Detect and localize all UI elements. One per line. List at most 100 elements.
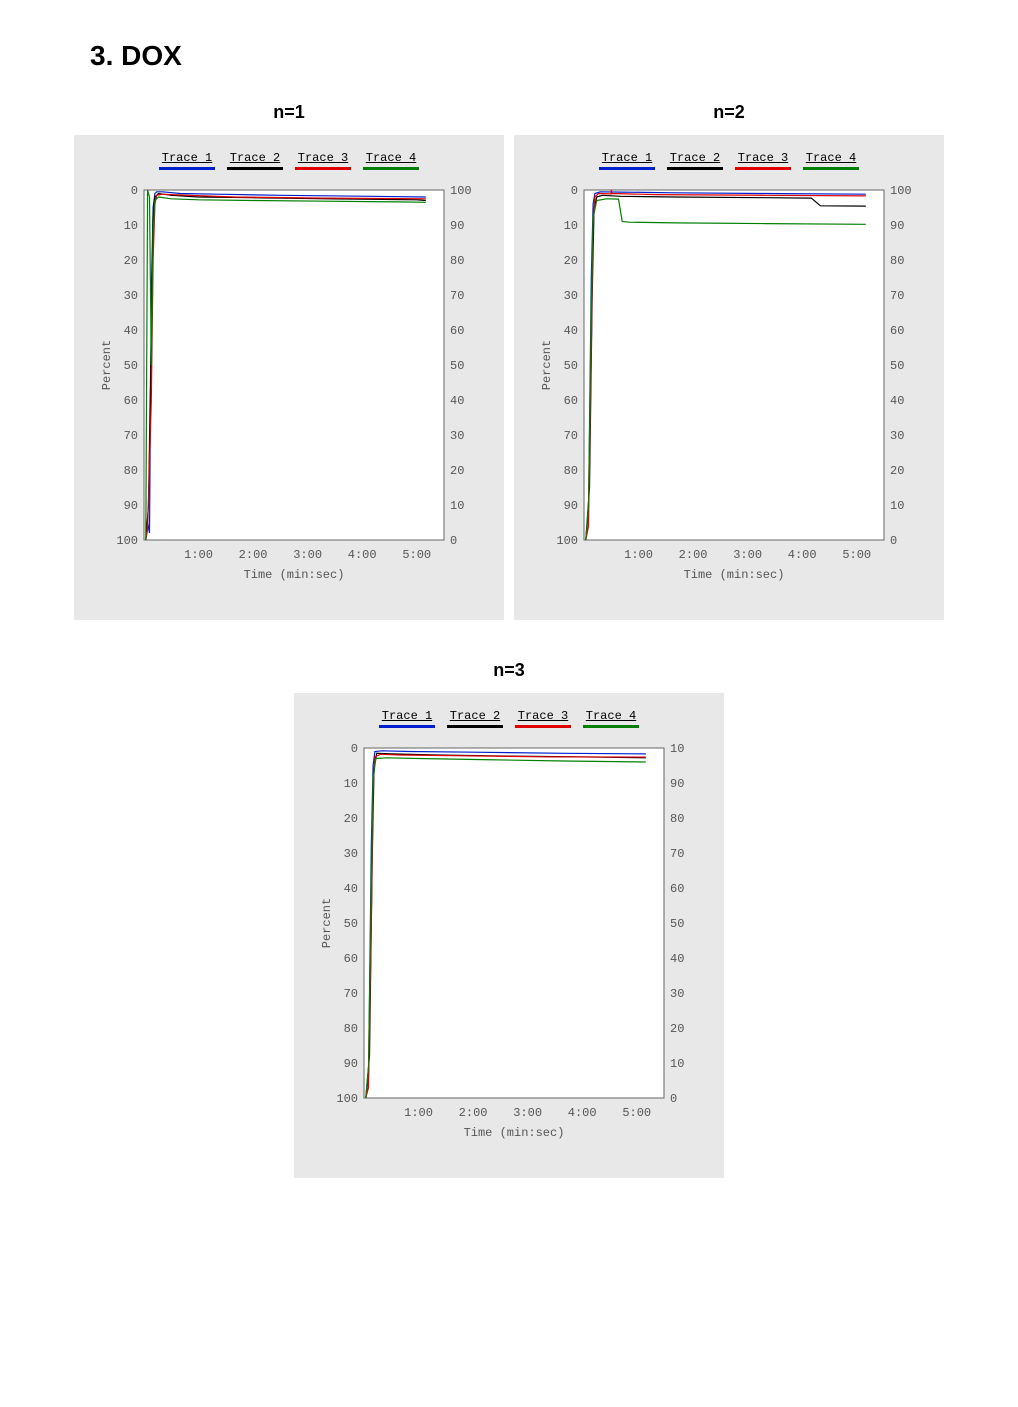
x-tick: 1:00 <box>624 548 653 562</box>
legend-item: Trace 1 <box>159 151 215 170</box>
x-tick: 2:00 <box>459 1106 488 1120</box>
legend-item: Trace 1 <box>599 151 655 170</box>
legend-label: Trace 1 <box>599 151 655 165</box>
y-right-tick: 50 <box>670 917 684 931</box>
y-left-tick: 90 <box>564 499 578 513</box>
legend-color-bar <box>447 725 503 728</box>
y-left-tick: 70 <box>564 429 578 443</box>
y-left-tick: 50 <box>564 359 578 373</box>
legend-color-bar <box>515 725 571 728</box>
legend-item: Trace 4 <box>583 709 639 728</box>
y-right-tick: 20 <box>450 464 464 478</box>
y-right-tick: 70 <box>890 289 904 303</box>
y-right-tick: 90 <box>670 777 684 791</box>
legend-label: Trace 3 <box>515 709 571 723</box>
y-left-tick: 0 <box>351 742 358 756</box>
y-left-tick: 60 <box>124 394 138 408</box>
y-right-tick: 80 <box>890 254 904 268</box>
x-tick: 4:00 <box>568 1106 597 1120</box>
y-left-tick: 90 <box>124 499 138 513</box>
y-axis-label: Percent <box>100 340 114 390</box>
y-right-tick: 10 <box>890 499 904 513</box>
y-left-tick: 80 <box>344 1022 358 1036</box>
chart-svg: 0102030405060708090100109080706050403020… <box>314 738 704 1153</box>
legend-item: Trace 2 <box>667 151 723 170</box>
chart-svg: 0102030405060708090100100908070605040302… <box>534 180 924 595</box>
legend-label: Trace 2 <box>667 151 723 165</box>
x-tick: 2:00 <box>239 548 268 562</box>
legend-label: Trace 2 <box>227 151 283 165</box>
charts-row-bottom: n=3Trace 1Trace 2Trace 3Trace 4010203040… <box>60 660 958 1178</box>
legend-label: Trace 4 <box>363 151 419 165</box>
chart-legend: Trace 1Trace 2Trace 3Trace 4 <box>314 705 704 738</box>
y-axis-label: Percent <box>540 340 554 390</box>
chart-legend: Trace 1Trace 2Trace 3Trace 4 <box>534 147 924 180</box>
y-left-tick: 80 <box>564 464 578 478</box>
legend-color-bar <box>803 167 859 170</box>
y-left-tick: 0 <box>571 184 578 198</box>
y-left-tick: 70 <box>124 429 138 443</box>
y-right-tick: 90 <box>450 219 464 233</box>
legend-label: Trace 2 <box>447 709 503 723</box>
y-right-tick: 10 <box>670 742 684 756</box>
x-tick: 1:00 <box>184 548 213 562</box>
y-right-tick: 0 <box>890 534 897 548</box>
legend-color-bar <box>227 167 283 170</box>
x-tick: 4:00 <box>788 548 817 562</box>
y-right-tick: 60 <box>890 324 904 338</box>
y-left-tick: 40 <box>564 324 578 338</box>
y-right-tick: 30 <box>670 987 684 1001</box>
x-axis-label: Time (min:sec) <box>464 1126 565 1140</box>
legend-item: Trace 3 <box>295 151 351 170</box>
y-right-tick: 40 <box>670 952 684 966</box>
legend-label: Trace 3 <box>295 151 351 165</box>
y-left-tick: 60 <box>344 952 358 966</box>
y-right-tick: 0 <box>450 534 457 548</box>
y-left-tick: 50 <box>124 359 138 373</box>
chart-svg: 0102030405060708090100100908070605040302… <box>94 180 484 595</box>
y-right-tick: 20 <box>890 464 904 478</box>
x-tick: 3:00 <box>293 548 322 562</box>
chart-panel: Trace 1Trace 2Trace 3Trace 4010203040506… <box>294 693 724 1178</box>
chart-legend: Trace 1 Trace 2 Trace 3 Trace 4 <box>94 147 484 180</box>
legend-color-bar <box>295 167 351 170</box>
legend-item: Trace 2 <box>227 151 283 170</box>
y-right-tick: 10 <box>450 499 464 513</box>
y-right-tick: 0 <box>670 1092 677 1106</box>
chart-subtitle: n=3 <box>493 660 525 681</box>
legend-item: Trace 4 <box>363 151 419 170</box>
chart-block-n2: n=2Trace 1Trace 2Trace 3Trace 4010203040… <box>514 102 944 620</box>
legend-label: Trace 4 <box>803 151 859 165</box>
legend-color-bar <box>379 725 435 728</box>
y-left-tick: 20 <box>564 254 578 268</box>
y-left-tick: 40 <box>344 882 358 896</box>
legend-color-bar <box>667 167 723 170</box>
x-tick: 5:00 <box>402 548 431 562</box>
y-left-tick: 40 <box>124 324 138 338</box>
chart-subtitle: n=1 <box>273 102 305 123</box>
legend-color-bar <box>599 167 655 170</box>
legend-color-bar <box>583 725 639 728</box>
y-left-tick: 100 <box>116 534 138 548</box>
legend-item: Trace 4 <box>803 151 859 170</box>
x-tick: 4:00 <box>348 548 377 562</box>
y-right-tick: 20 <box>670 1022 684 1036</box>
y-left-tick: 10 <box>344 777 358 791</box>
x-tick: 1:00 <box>404 1106 433 1120</box>
y-right-tick: 70 <box>450 289 464 303</box>
legend-label: Trace 1 <box>159 151 215 165</box>
y-right-tick: 70 <box>670 847 684 861</box>
legend-label: Trace 4 <box>583 709 639 723</box>
y-left-tick: 10 <box>124 219 138 233</box>
legend-color-bar <box>159 167 215 170</box>
chart-block-n1: n=1 Trace 1 Trace 2 Trace 3 Trace 4 0 10 20 30 40… <box>74 102 504 620</box>
y-right-tick: 80 <box>450 254 464 268</box>
chart-panel: Trace 1Trace 2Trace 3Trace 4010203040506… <box>514 135 944 620</box>
y-left-tick: 100 <box>336 1092 358 1106</box>
x-tick: 3:00 <box>733 548 762 562</box>
x-tick: 2:00 <box>679 548 708 562</box>
y-left-tick: 30 <box>124 289 138 303</box>
chart-block-n3: n=3Trace 1Trace 2Trace 3Trace 4010203040… <box>294 660 724 1178</box>
x-tick: 5:00 <box>622 1106 651 1120</box>
x-axis-label: Time (min:sec) <box>684 568 785 582</box>
